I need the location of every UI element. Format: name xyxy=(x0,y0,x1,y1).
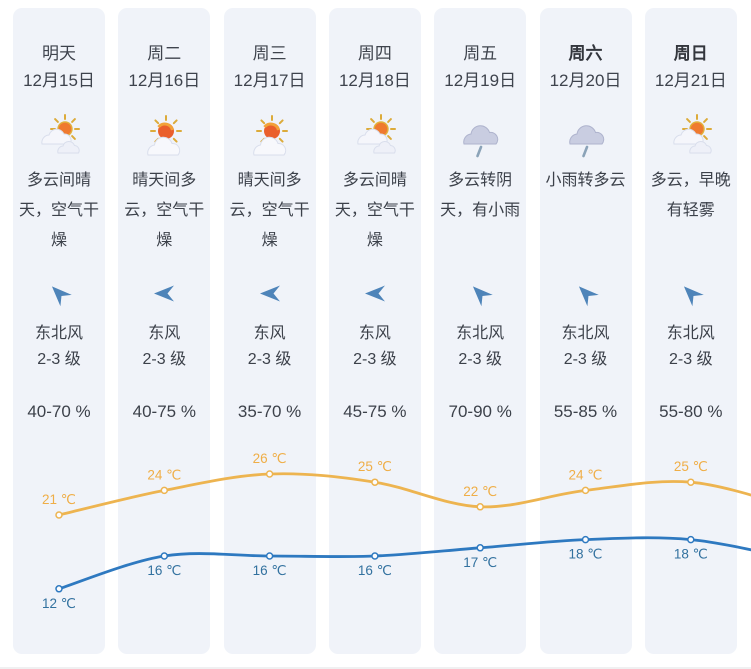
wind-direction-label: 东北风 xyxy=(561,325,610,342)
humidity-label: 55-80 % xyxy=(659,402,723,421)
wind-level-label: 2-3 级 xyxy=(37,351,81,368)
day-label: 周三 xyxy=(252,44,287,63)
wind-direction-arrow-icon xyxy=(224,280,316,306)
humidity-label: 40-70 % xyxy=(27,402,91,421)
wind-direction-arrow-icon xyxy=(540,280,632,306)
wind-direction-arrow-icon xyxy=(118,280,210,306)
day-column: 周三 12月17日 晴天间多云，空气干燥 东风 2-3 级 35-70 % xyxy=(223,8,316,654)
date-label: 12月18日 xyxy=(338,71,411,90)
date-label: 12月21日 xyxy=(654,71,727,90)
sun-behind-two-clouds-icon xyxy=(329,111,421,163)
wind-info: 东风 2-3 级 xyxy=(224,321,316,373)
humidity-label: 40-75 % xyxy=(132,402,196,421)
date-label: 12月15日 xyxy=(23,71,95,90)
wind-direction-arrow-icon xyxy=(329,280,421,306)
weather-description: 多云，早晚有轻雾 xyxy=(650,172,731,219)
wind-direction-label: 东风 xyxy=(253,325,286,342)
wind-info: 东风 2-3 级 xyxy=(118,321,210,373)
day-label: 明天 xyxy=(42,44,76,63)
rain-cloud-icon xyxy=(540,111,632,163)
day-column: 周六 12月20日 小雨转多云 东北风 2-3 级 55-85 % xyxy=(539,8,632,654)
weather-description: 晴天间多云，空气干燥 xyxy=(124,172,205,249)
wind-info: 东北风 2-3 级 xyxy=(434,321,526,373)
day-column: 明天 12月15日 多云间晴天，空气干燥 东北风 2-3 级 40-70 % xyxy=(13,8,105,654)
wind-info: 东风 2-3 级 xyxy=(329,321,421,373)
day-label: 周四 xyxy=(357,44,392,63)
day-label: 周二 xyxy=(147,44,182,63)
humidity-label: 70-90 % xyxy=(448,402,512,421)
sun-behind-cloud-icon xyxy=(224,111,316,163)
day-column: 周日 12月21日 多云，早晚有轻雾 东北风 2-3 级 55-80 % xyxy=(644,8,737,654)
wind-direction-label: 东北风 xyxy=(666,325,715,342)
weather-description: 多云转阴天，有小雨 xyxy=(440,172,521,219)
weather-description: 小雨转多云 xyxy=(545,172,626,189)
weather-description: 多云间晴天，空气干燥 xyxy=(334,172,415,249)
wind-level-label: 2-3 级 xyxy=(669,351,713,368)
wind-direction-label: 东风 xyxy=(148,325,181,342)
date-label: 12月19日 xyxy=(444,71,517,90)
humidity-label: 35-70 % xyxy=(237,402,302,421)
wind-direction-label: 东风 xyxy=(358,325,391,342)
wind-direction-arrow-icon xyxy=(645,280,737,306)
wind-level-label: 2-3 级 xyxy=(458,351,502,368)
wind-direction-label: 东北风 xyxy=(456,325,505,342)
wind-direction-arrow-icon xyxy=(434,280,526,306)
wind-level-label: 2-3 级 xyxy=(353,351,397,368)
sun-behind-two-clouds-icon xyxy=(645,111,737,163)
day-column: 周二 12月16日 晴天间多云，空气干燥 东风 2-3 级 40-75 % xyxy=(118,8,211,654)
wind-level-label: 2-3 级 xyxy=(247,351,292,368)
wind-level-label: 2-3 级 xyxy=(142,351,187,368)
day-label: 周五 xyxy=(463,44,498,63)
wind-level-label: 2-3 级 xyxy=(563,351,608,368)
date-label: 12月16日 xyxy=(128,71,201,90)
weather-description: 晴天间多云，空气干燥 xyxy=(229,172,310,249)
day-column: 周四 12月18日 多云间晴天，空气干燥 东风 2-3 级 45-75 % xyxy=(328,8,421,654)
day-label: 周日 xyxy=(673,44,708,63)
weather-description: 多云间晴天，空气干燥 xyxy=(18,172,99,249)
wind-direction-label: 东北风 xyxy=(34,325,83,342)
rain-cloud-icon xyxy=(434,111,526,163)
wind-info: 东北风 2-3 级 xyxy=(645,321,737,373)
day-column: 周五 12月19日 多云转阴天，有小雨 东北风 2-3 级 70-90 % xyxy=(434,8,527,654)
bottom-divider xyxy=(0,667,751,669)
wind-info: 东北风 2-3 级 xyxy=(13,321,105,373)
humidity-label: 45-75 % xyxy=(343,402,407,421)
sun-behind-two-clouds-icon xyxy=(13,111,105,163)
wind-direction-arrow-icon xyxy=(13,280,105,306)
wind-info: 东北风 2-3 级 xyxy=(540,321,632,373)
sun-behind-cloud-icon xyxy=(118,111,210,163)
date-label: 12月17日 xyxy=(233,71,306,90)
date-label: 12月20日 xyxy=(549,71,622,90)
humidity-label: 55-85 % xyxy=(553,402,618,421)
day-label: 周六 xyxy=(568,44,603,63)
